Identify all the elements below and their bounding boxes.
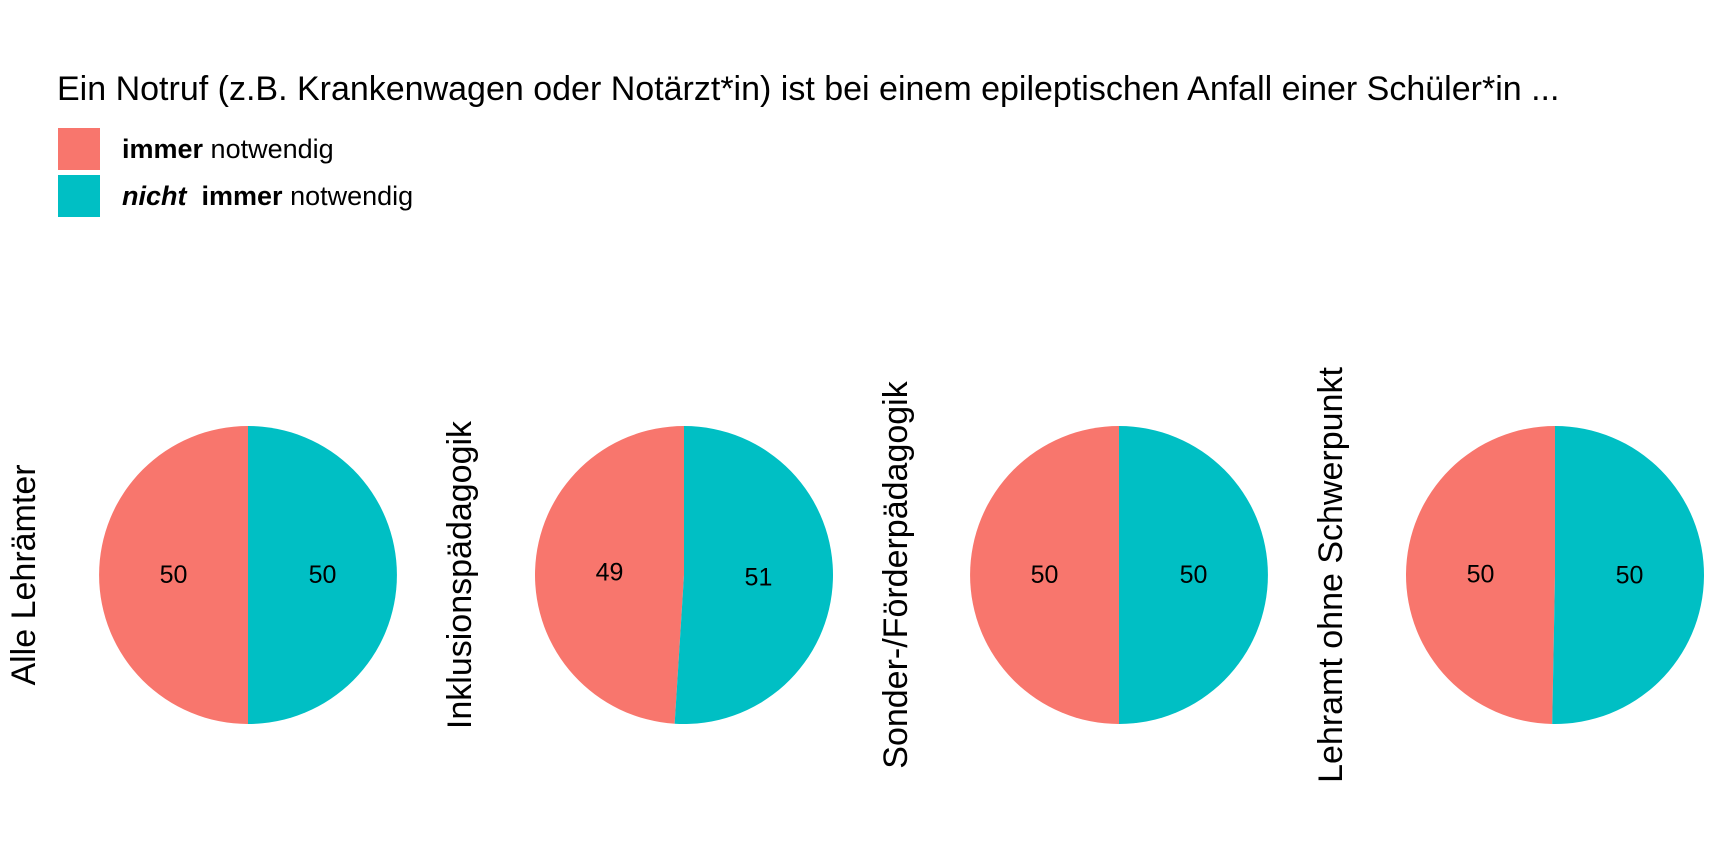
legend-item-nicht-immer: nicht immer notwendig [58,173,413,219]
pie-value-label-sonder-foerderpaedagogik-immer-notwendig: 50 [1031,561,1059,589]
pie-slice-inklusionspaedagogik-immer-notwendig [535,426,684,724]
pie-slice-lehramt-ohne-schwerpunkt-nicht-immer-notwendig [1552,426,1705,725]
pie-value-label-inklusionspaedagogik-nicht-immer-notwendig: 51 [745,563,773,591]
legend-swatch-immer [58,128,100,170]
panel-label-alle-lehraemter: Alle Lehrämter [5,464,43,685]
pie-value-label-lehramt-ohne-schwerpunkt-immer-notwendig: 50 [1467,560,1495,588]
legend: immer notwendig nicht immer notwendig [58,126,413,220]
legend-item-immer: immer notwendig [58,126,413,172]
pie-slice-sonder-foerderpaedagogik-nicht-immer-notwendig [1119,426,1268,724]
legend-label-immer: immer notwendig [122,134,334,165]
chart-title: Ein Notruf (z.B. Krankenwagen oder Notär… [57,70,1560,108]
pie-slice-sonder-foerderpaedagogik-immer-notwendig [970,426,1119,724]
panel-label-sonder-foerderpaedagogik: Sonder-/Förderpädagogik [877,380,915,768]
legend-label-nicht-italic: nicht [122,180,187,211]
legend-label-nicht-immer-bold: immer [201,180,283,211]
pie-value-label-alle-lehraemter-immer-notwendig: 50 [160,561,188,589]
pie-value-label-inklusionspaedagogik-immer-notwendig: 49 [596,559,624,587]
pie-value-label-alle-lehraemter-nicht-immer-notwendig: 50 [309,561,337,589]
pie-slice-alle-lehraemter-nicht-immer-notwendig [248,426,397,724]
legend-label-nicht-immer-rest: notwendig [282,180,414,211]
pie-value-label-sonder-foerderpaedagogik-nicht-immer-notwendig: 50 [1180,561,1208,589]
pie-slice-inklusionspaedagogik-nicht-immer-notwendig [674,426,834,725]
legend-label-immer-bold: immer [122,133,204,164]
pie-value-label-lehramt-ohne-schwerpunkt-nicht-immer-notwendig: 50 [1616,562,1644,590]
legend-label-nicht-immer: nicht immer notwendig [122,181,413,212]
panel-label-inklusionspaedagogik: Inklusionspädagogik [441,420,479,729]
pie-slice-alle-lehraemter-immer-notwendig [99,426,248,724]
pie-slice-lehramt-ohne-schwerpunkt-immer-notwendig [1406,426,1555,724]
legend-swatch-nicht-immer [58,175,100,217]
panel-label-lehramt-ohne-schwerpunkt: Lehramt ohne Schwerpunkt [1312,367,1350,783]
legend-label-immer-rest: notwendig [203,133,334,164]
